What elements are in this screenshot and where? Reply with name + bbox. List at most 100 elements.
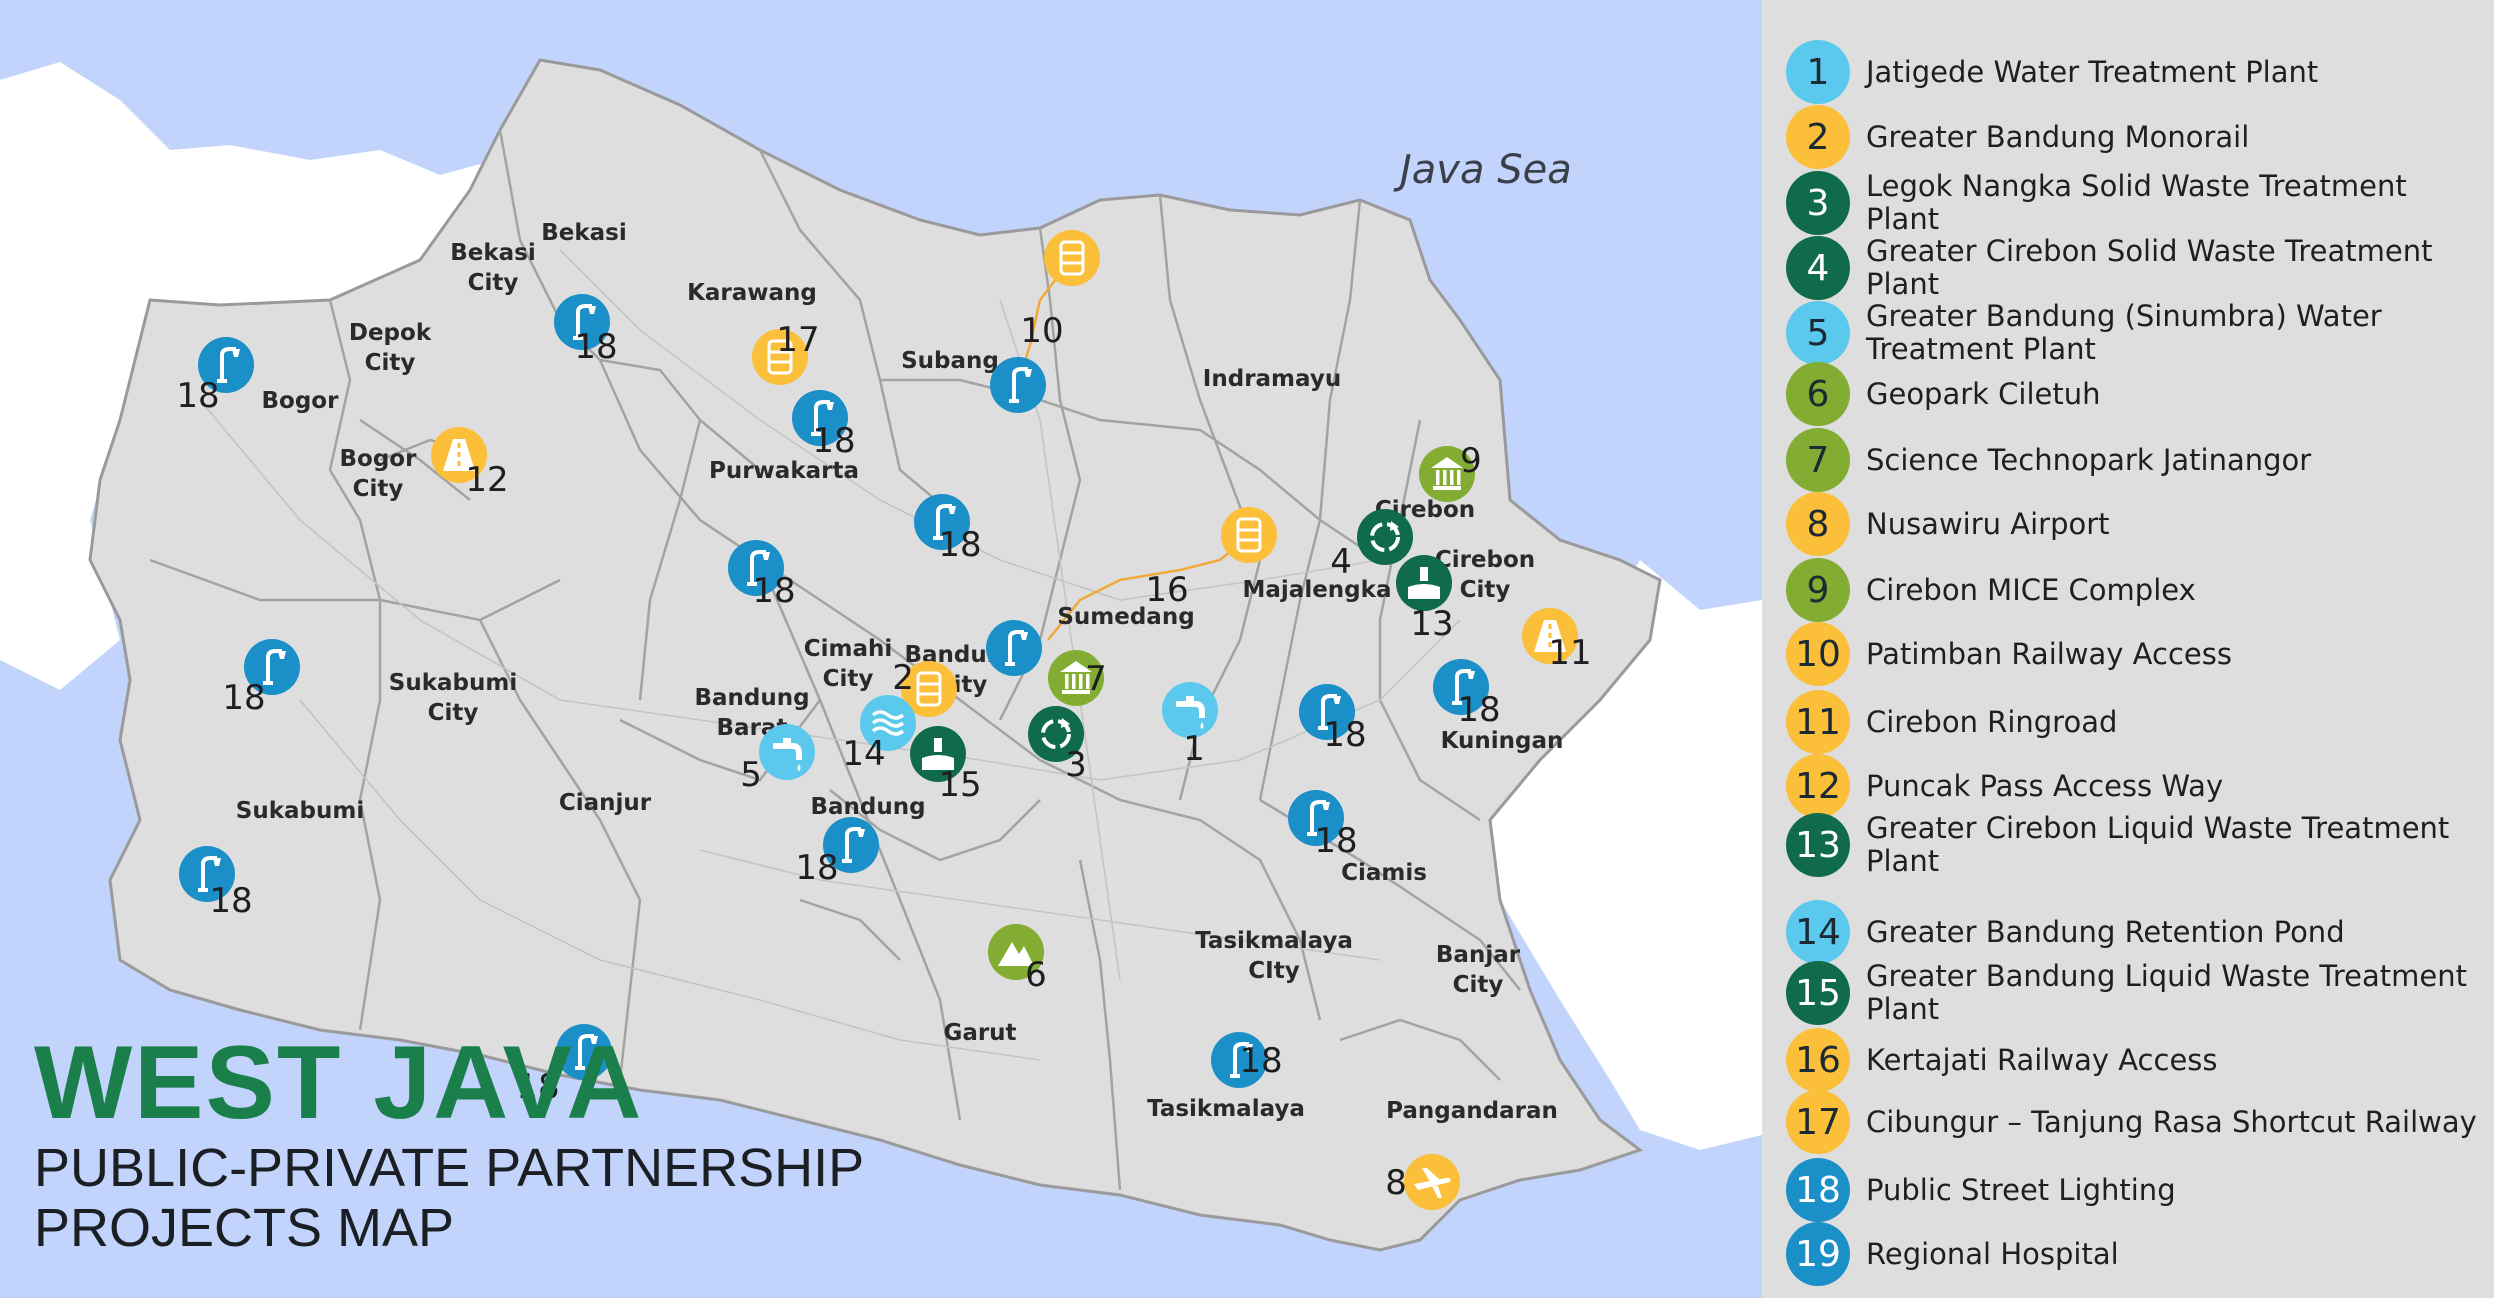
railway-icon xyxy=(1059,240,1085,276)
marker-circle xyxy=(179,846,235,902)
marker-circle xyxy=(990,357,1046,413)
legend-label: Greater Bandung Monorail xyxy=(1866,119,2250,154)
project-marker[interactable]: 9 xyxy=(1419,441,1482,502)
region-label: Bekasi xyxy=(541,220,627,246)
region-label: Bandung xyxy=(810,794,925,820)
marker-number: 10 xyxy=(1020,311,1063,351)
project-marker[interactable]: 16 xyxy=(1145,507,1277,610)
legend-number-badge: 10 xyxy=(1786,622,1850,686)
sea-label: Java Sea xyxy=(1393,147,1572,193)
marker-circle xyxy=(198,337,254,393)
marker-circle xyxy=(914,494,970,550)
project-marker[interactable]: 18 xyxy=(914,494,982,565)
region-label: Karawang xyxy=(687,280,817,306)
project-marker[interactable]: 18 xyxy=(792,390,856,461)
legend-label: Patimban Railway Access xyxy=(1866,636,2232,671)
project-marker[interactable]: 18 xyxy=(176,337,254,416)
legend-item: 13 Greater Cirebon Liquid Waste Treatment… xyxy=(1786,812,2486,878)
recycle-icon xyxy=(1370,521,1400,552)
project-marker[interactable]: 4 xyxy=(1330,509,1413,582)
marker-number: 18 xyxy=(209,881,252,921)
legend-item: 6 Geopark Ciletuh xyxy=(1786,362,2486,426)
faucet-icon xyxy=(773,738,802,771)
legend-number-badge: 6 xyxy=(1786,362,1850,426)
marker-circle xyxy=(554,294,610,350)
marker-number: 18 xyxy=(222,678,265,718)
project-marker[interactable]: 18 xyxy=(554,294,618,367)
legend-label: Science Technopark Jatinangor xyxy=(1866,442,2312,477)
project-marker[interactable]: 3 xyxy=(1028,706,1087,785)
legend-label: Kertajati Railway Access xyxy=(1866,1042,2218,1077)
street-light-icon xyxy=(1005,630,1028,666)
project-marker[interactable] xyxy=(986,620,1042,676)
marker-circle xyxy=(986,620,1042,676)
marker-circle xyxy=(1162,682,1218,738)
project-marker[interactable]: 13 xyxy=(1396,555,1454,644)
waves-icon xyxy=(871,710,905,736)
legend-label: Cirebon MICE Complex xyxy=(1866,572,2196,607)
region-label: Purwakarta xyxy=(709,458,859,484)
street-light-icon xyxy=(263,649,286,685)
legend-label: Jatigede Water Treatment Plant xyxy=(1866,54,2319,89)
marker-number: 18 xyxy=(1323,715,1366,755)
marker-number: 9 xyxy=(1460,441,1482,481)
project-marker[interactable]: 12 xyxy=(431,427,509,500)
legend-label: Cibungur – Tanjung Rasa Shortcut Railway xyxy=(1866,1104,2477,1139)
street-light-icon xyxy=(933,504,956,540)
marker-circle xyxy=(556,1024,612,1080)
project-marker[interactable]: 10 xyxy=(1020,230,1100,351)
region-label: Depok City xyxy=(349,320,432,376)
marker-number: 12 xyxy=(465,460,508,500)
region-label: Sukabumi City xyxy=(389,670,517,726)
legend-item: 18 Public Street Lighting xyxy=(1786,1158,2486,1222)
project-marker[interactable]: 18 xyxy=(516,1024,612,1107)
street-light-icon xyxy=(1318,694,1341,730)
street-light-icon xyxy=(1307,800,1330,836)
marker-number: 18 xyxy=(752,571,795,611)
legend-number-badge: 15 xyxy=(1786,961,1850,1025)
project-marker[interactable]: 18 xyxy=(795,817,879,888)
marker-number: 14 xyxy=(842,734,885,774)
building-icon xyxy=(1431,457,1463,490)
neighbor-land xyxy=(0,62,495,690)
region-label: Kuningan xyxy=(1441,728,1564,754)
project-marker[interactable]: 2 xyxy=(892,658,957,717)
region-label: Bekasi City xyxy=(450,240,536,296)
region-label: Cimahi City xyxy=(804,636,893,692)
project-marker[interactable]: 14 xyxy=(842,695,916,774)
marker-number: 6 xyxy=(1025,955,1047,995)
road-icon xyxy=(1534,620,1566,652)
marker-circle xyxy=(759,724,815,780)
project-marker[interactable]: 18 xyxy=(222,639,300,718)
marker-circle xyxy=(1357,509,1413,565)
project-marker[interactable]: 17 xyxy=(752,320,820,385)
recycle-icon xyxy=(1041,718,1071,749)
legend-item: 2 Greater Bandung Monorail xyxy=(1786,105,2486,169)
project-marker[interactable]: 6 xyxy=(988,924,1047,995)
map-title: WEST JAVA PUBLIC-PRIVATE PARTNERSHIP PRO… xyxy=(34,1028,864,1258)
marker-circle xyxy=(1299,684,1355,740)
project-marker[interactable]: 11 xyxy=(1522,608,1592,673)
project-marker[interactable]: 18 xyxy=(1211,1032,1283,1088)
project-marker[interactable] xyxy=(990,357,1046,413)
project-marker[interactable]: 18 xyxy=(179,846,253,921)
project-marker[interactable]: 5 xyxy=(740,724,815,795)
legend-label: Cirebon Ringroad xyxy=(1866,704,2118,739)
project-marker[interactable]: 18 xyxy=(728,540,796,611)
marker-number: 18 xyxy=(938,525,981,565)
project-marker[interactable]: 18 xyxy=(1299,684,1367,755)
legend-label: Puncak Pass Access Way xyxy=(1866,768,2224,803)
project-marker[interactable]: 15 xyxy=(910,726,982,805)
marker-number: 13 xyxy=(1410,604,1453,644)
legend-label: Greater Cirebon Liquid Waste Treatment P… xyxy=(1866,811,2450,878)
legend-item: 4 Greater Cirebon Solid Waste Treatment P… xyxy=(1786,235,2486,301)
street-light-icon xyxy=(1009,367,1032,403)
project-marker[interactable]: 8 xyxy=(1385,1154,1460,1210)
legend-item: 3 Legok Nangka Solid Waste Treatment Plan… xyxy=(1786,170,2486,236)
marker-circle xyxy=(1396,555,1452,611)
project-marker[interactable]: 18 xyxy=(1433,659,1501,730)
project-marker[interactable]: 7 xyxy=(1048,650,1107,706)
legend-label: Geopark Ciletuh xyxy=(1866,376,2101,411)
project-marker[interactable]: 1 xyxy=(1162,682,1218,769)
project-marker[interactable]: 18 xyxy=(1288,790,1358,861)
